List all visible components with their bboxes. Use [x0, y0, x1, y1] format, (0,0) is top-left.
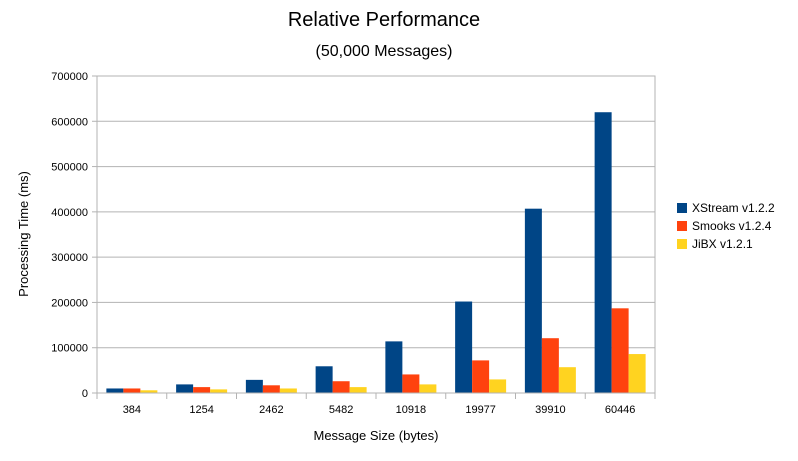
bar-jibx-2462	[279, 388, 297, 393]
chart-title: Relative Performance	[288, 9, 480, 31]
bar-smooks-10918	[402, 374, 420, 393]
x-ticks: 384 1254 2462 5482 10918 19977 39910 60446	[123, 404, 636, 416]
bar-xstream-39910	[524, 208, 542, 393]
x-tick-label: 39910	[535, 404, 566, 416]
x-tick-label: 2462	[259, 404, 283, 416]
bar-xstream-19977	[455, 301, 473, 393]
bar-smooks-5482	[332, 381, 350, 393]
legend-swatch	[677, 203, 687, 213]
bar-xstream-384	[106, 388, 124, 393]
y-ticks: 0 100000 200000 300000 400000 500000 600000 700…	[51, 71, 88, 400]
x-tick-label: 384	[123, 404, 141, 416]
bar-jibx-10918	[419, 384, 437, 393]
bar-smooks-39910	[541, 338, 559, 393]
bar-smooks-60446	[611, 308, 629, 393]
x-axis-label: Message Size (bytes)	[314, 428, 439, 443]
bar-smooks-2462	[262, 385, 280, 393]
y-tick-label: 100000	[51, 343, 88, 355]
bars	[106, 112, 646, 393]
legend-label: Smooks v1.2.4	[692, 219, 772, 233]
chart-subtitle: (50,000 Messages)	[316, 43, 453, 60]
bar-jibx-1254	[210, 389, 228, 393]
y-tick-label: 0	[82, 388, 88, 400]
legend-label: XStream v1.2.2	[692, 201, 775, 215]
y-tick-label: 300000	[51, 252, 88, 264]
legend-label: JiBX v1.2.1	[692, 237, 753, 251]
y-tick-label: 200000	[51, 297, 88, 309]
legend-swatch	[677, 239, 687, 249]
legend-swatch	[677, 221, 687, 231]
x-tick-label: 19977	[465, 404, 496, 416]
bar-jibx-5482	[349, 387, 367, 393]
bar-xstream-60446	[594, 112, 612, 393]
bar-smooks-19977	[472, 360, 490, 393]
plot-frame	[96, 75, 656, 394]
bar-jibx-39910	[558, 367, 576, 393]
x-tick-label: 5482	[329, 404, 353, 416]
bar-jibx-60446	[628, 354, 646, 393]
bar-jibx-384	[140, 390, 158, 393]
x-tick-label: 1254	[189, 404, 213, 416]
bar-xstream-2462	[245, 379, 263, 393]
y-tick-label: 600000	[51, 116, 88, 128]
x-tick-label: 10918	[396, 404, 427, 416]
bar-xstream-1254	[176, 384, 194, 393]
bar-xstream-5482	[315, 366, 333, 393]
y-axis-label: Processing Time (ms)	[16, 171, 31, 297]
y-tick-label: 400000	[51, 207, 88, 219]
bar-smooks-384	[123, 388, 141, 393]
bar-xstream-10918	[385, 341, 403, 393]
legend: XStream v1.2.2 Smooks v1.2.4 JiBX v1.2.1	[677, 201, 775, 251]
y-tick-label: 500000	[51, 162, 88, 174]
x-tick-label: 60446	[605, 404, 636, 416]
y-tick-label: 700000	[51, 71, 88, 83]
bar-smooks-1254	[193, 387, 211, 393]
grid	[92, 75, 656, 399]
bar-jibx-19977	[489, 379, 507, 393]
